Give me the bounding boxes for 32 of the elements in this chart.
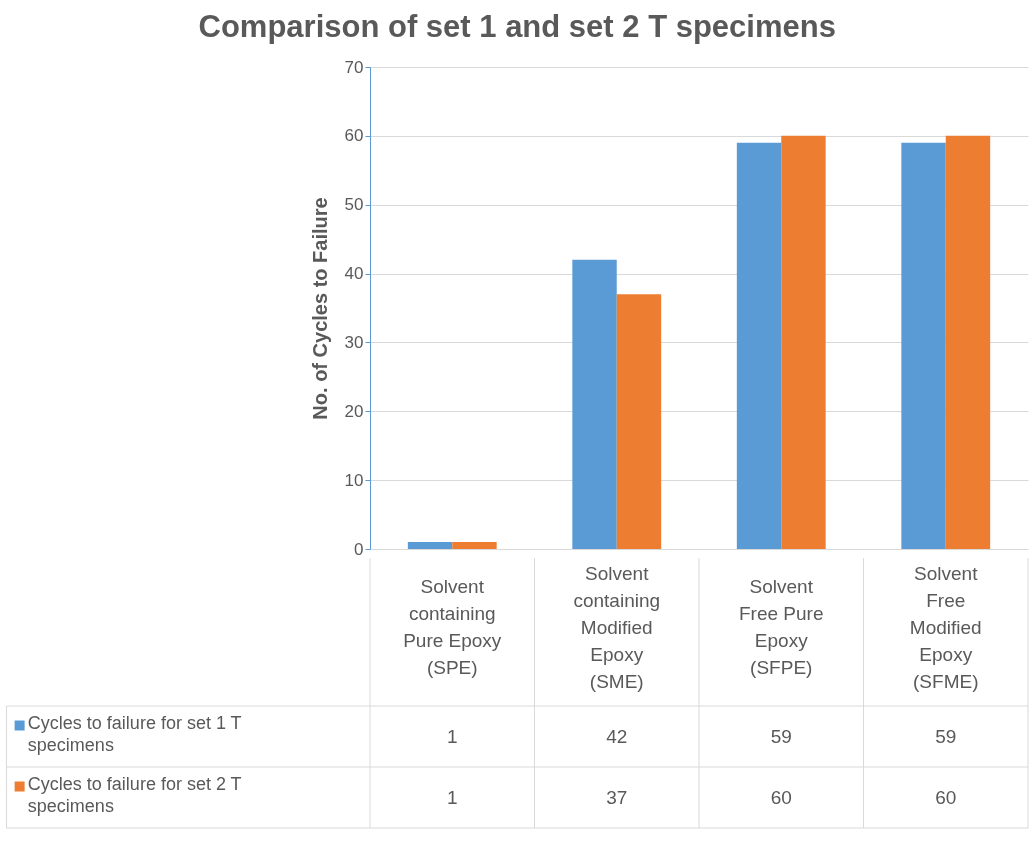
data-label: 59 (770, 725, 792, 747)
data-label: 42 (606, 725, 628, 747)
bar (572, 259, 617, 549)
data-label: 1 (446, 725, 458, 747)
y-tick-label: 10 (344, 470, 364, 490)
bar (452, 542, 497, 549)
bar (616, 294, 662, 549)
chart-title: Comparison of set 1 and set 2 T specimens (198, 9, 836, 44)
x-tick-label: Solvent Free Pure Epoxy (SFPE) (739, 576, 824, 678)
y-tick-label: 0 (354, 539, 364, 559)
data-label: 60 (770, 786, 792, 808)
bar (901, 142, 946, 549)
x-tick-label: Solvent Free Modified Epoxy (SFME) (909, 562, 982, 692)
bar (407, 542, 453, 549)
y-axis-title: No. of Cycles to Failure (308, 197, 331, 420)
data-label: 59 (935, 725, 957, 747)
y-tick-label: 70 (344, 57, 364, 77)
bar (945, 135, 991, 549)
y-tick-label: 40 (344, 264, 364, 284)
data-label: 1 (446, 786, 458, 808)
legend-label: Cycles to failure for set 2 T specimens (27, 773, 242, 816)
data-label: 37 (606, 786, 628, 808)
x-tick-label: Solvent containing Modified Epoxy (SME) (573, 562, 661, 692)
bar (736, 142, 782, 549)
legend-label: Cycles to failure for set 1 T specimens (27, 712, 242, 755)
y-tick-label: 60 (344, 126, 364, 146)
bar (781, 135, 826, 549)
x-tick-label: Solvent containing Pure Epoxy (SPE) (403, 576, 502, 678)
y-tick-label: 50 (344, 195, 364, 215)
data-label: 60 (935, 786, 957, 808)
y-tick-label: 20 (344, 401, 364, 421)
y-tick-label: 30 (344, 332, 364, 352)
